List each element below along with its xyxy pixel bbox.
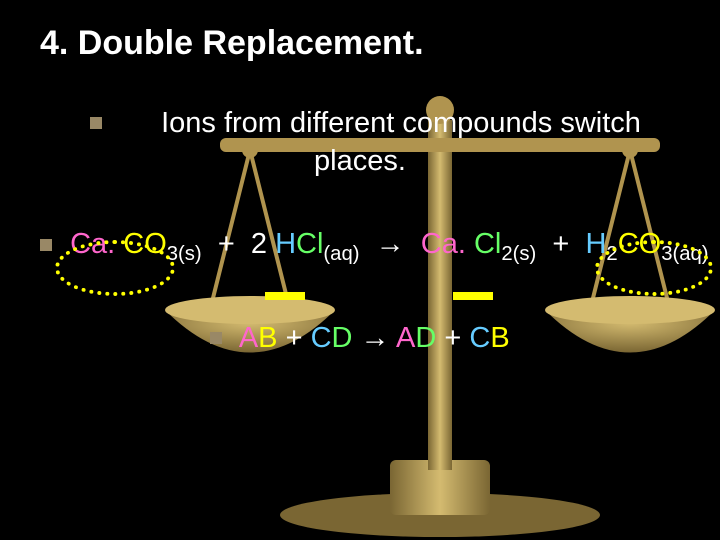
definition-text: Ions from different compounds switch pla… [161,107,641,177]
bullet-icon [210,332,222,344]
highlight-underline [265,292,305,300]
highlight-underline [453,292,493,300]
definition-line: Ions from different compounds switch pla… [0,105,720,180]
highlight-circle [55,240,175,296]
bullet-icon [40,239,52,251]
slide-title: 4. Double Replacement. [0,0,720,63]
plus-sign: + [210,228,251,260]
product-1: Ca. Cl2(s) [421,228,545,260]
plus-sign: + [544,228,585,260]
highlight-circle [595,240,713,296]
reactant-2: HCl(aq) [275,228,367,260]
arrow-icon: → [368,228,421,260]
bullet-icon [90,117,102,129]
general-pattern: AB + CD → AD + CB [0,322,720,355]
coefficient-2: 2 [251,228,267,260]
